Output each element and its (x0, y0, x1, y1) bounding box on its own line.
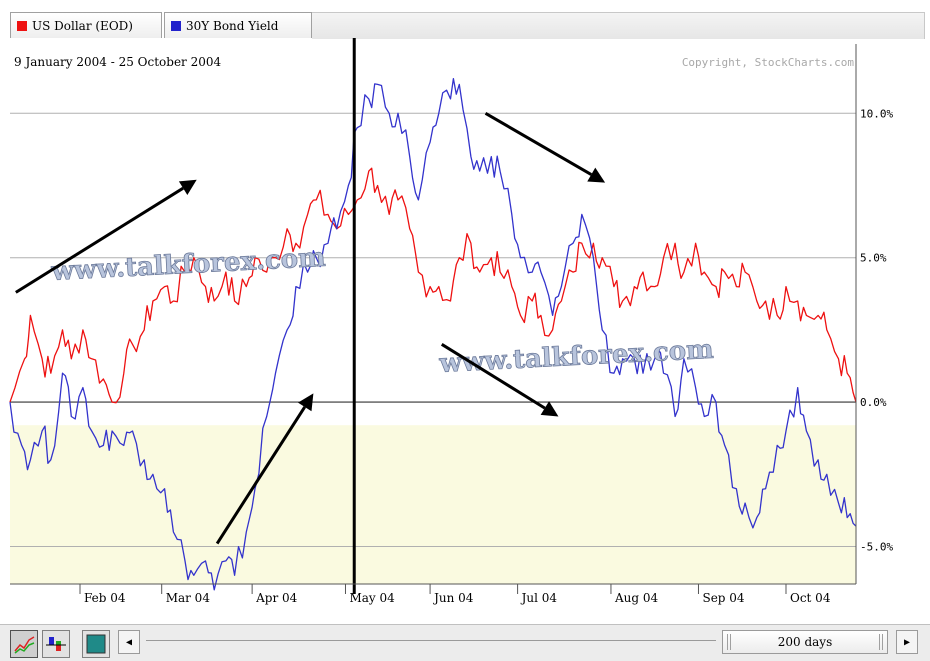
color-fill-button[interactable] (82, 630, 110, 658)
performance-chart: 10.0% 5.0% 0.0% -5.0% Feb 04 Mar 04 Apr 04 May… (9, 38, 893, 605)
scroll-right-button[interactable]: ▶ (896, 630, 918, 654)
bar-chart-icon (46, 637, 66, 651)
x-tick-label: May 04 (349, 591, 395, 605)
trend-arrow-shaft (440, 343, 546, 410)
tab-strip-background (312, 12, 925, 39)
y-axis-tick-labels: 10.0% 5.0% 0.0% -5.0% (860, 107, 893, 553)
line-chart-mode-button[interactable] (10, 630, 38, 658)
trend-arrow (440, 343, 559, 417)
x-tick-label: Apr 04 (255, 591, 298, 605)
tab-us-dollar-label: US Dollar (EOD) (32, 18, 133, 33)
trend-arrow-shaft (215, 406, 307, 545)
grip-right (882, 634, 883, 650)
triangle-right-icon: ▶ (903, 636, 911, 648)
tab-us-dollar[interactable]: US Dollar (EOD) (10, 12, 162, 38)
x-tick-label: Mar 04 (166, 591, 211, 605)
trend-arrow-head (540, 401, 559, 417)
annotation-layer (15, 38, 606, 594)
trend-arrow-shaft (484, 112, 593, 176)
x-tick-label: Aug 04 (614, 591, 659, 605)
scroll-track[interactable] (146, 640, 716, 641)
watermark-text: www.talkforex.com (50, 243, 327, 287)
x-tick-label: Sep 04 (702, 591, 744, 605)
trend-arrow-head (178, 179, 197, 195)
grip-right-2 (879, 634, 880, 650)
chart-tab-bar: US Dollar (EOD) 30Y Bond Yield (0, 0, 930, 44)
bar-chart-mode-button[interactable] (42, 630, 70, 658)
bond-yield-line (9, 77, 857, 591)
x-tick-label: Jul 04 (520, 591, 558, 605)
copyright-label: Copyright, StockCharts.com (682, 56, 855, 69)
grip-left (727, 634, 728, 650)
y-tick-label: 0.0% (860, 396, 887, 409)
tab-bond-yield[interactable]: 30Y Bond Yield (164, 12, 312, 38)
grip-left-2 (730, 634, 731, 650)
trend-arrow-head (587, 167, 606, 183)
trend-arrow-shaft (15, 186, 184, 294)
tab-bond-yield-label: 30Y Bond Yield (186, 18, 279, 33)
line-chart-icon (14, 636, 35, 654)
trend-arrow-head (298, 393, 314, 412)
period-selector[interactable]: 200 days (722, 630, 888, 654)
watermarks: www.talkforex.com www.talkforex.com (49, 242, 715, 379)
x-tick-label: Jun 04 (432, 591, 474, 605)
us-dollar-line (9, 167, 857, 404)
triangle-left-icon: ◀ (125, 636, 133, 648)
y-tick-label: -5.0% (860, 540, 893, 553)
watermark-text: www.talkforex.com (438, 335, 715, 379)
trend-arrow (15, 179, 197, 294)
x-tick-label: Oct 04 (790, 591, 831, 605)
x-axis: Feb 04 Mar 04 Apr 04 May 04 Jun 04 Jul 04 Aug … (79, 584, 831, 605)
trend-arrow (215, 393, 314, 545)
y-tick-label: 5.0% (860, 252, 887, 265)
period-label: 200 days (777, 635, 833, 649)
trend-arrow (484, 112, 606, 183)
x-tick-label: Feb 04 (84, 591, 126, 605)
us-dollar-color-swatch (17, 20, 27, 31)
date-range-label: 9 January 2004 - 25 October 2004 (14, 55, 222, 69)
gridlines (10, 112, 856, 547)
scroll-left-button[interactable]: ◀ (118, 630, 140, 654)
bond-yield-color-swatch (171, 20, 181, 31)
series-layer (9, 77, 857, 591)
fill-swatch-icon (86, 634, 106, 654)
negative-region-fill (10, 425, 856, 584)
y-tick-label: 10.0% (860, 107, 893, 120)
